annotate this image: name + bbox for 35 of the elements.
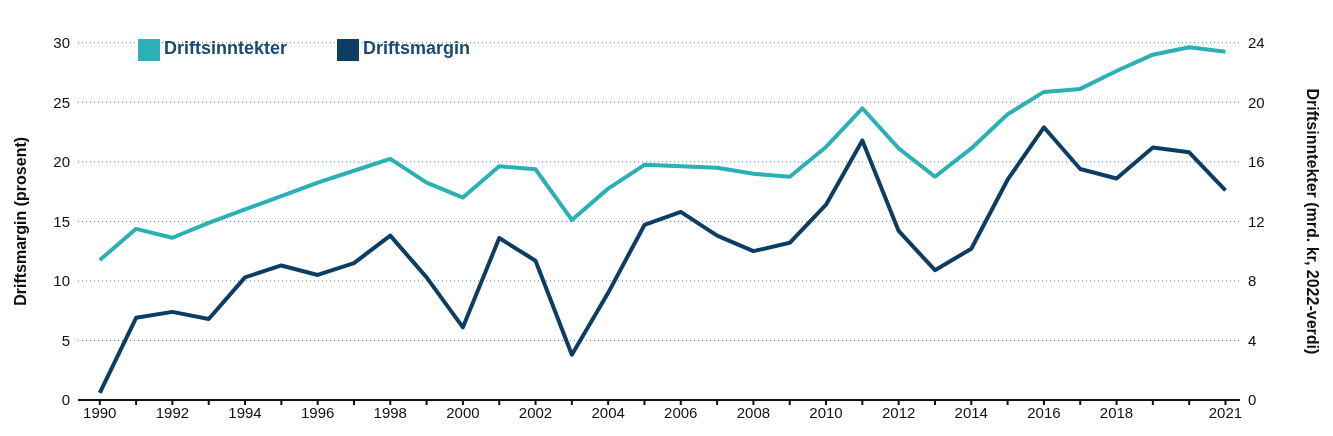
y-axis-title: Driftsmargin (prosent) <box>11 136 29 306</box>
x-tick-label: 2018 <box>1099 403 1134 421</box>
y2-tick-label: 4 <box>1248 331 1257 349</box>
x-tick-label: 2006 <box>664 403 698 421</box>
y2-tick-label: 16 <box>1248 153 1265 171</box>
x-tick-label: 2010 <box>809 403 843 421</box>
line-series <box>97 125 1228 395</box>
x-tick-label: 2021 <box>1208 403 1243 421</box>
y-tick-label: 25 <box>53 93 70 111</box>
x-tick-label: 1998 <box>373 403 407 421</box>
x-tick-label: 1994 <box>228 403 262 421</box>
y2-tick-label: 20 <box>1248 93 1265 111</box>
legend-label: Driftsmargin <box>363 38 471 58</box>
y-tick-label: 20 <box>53 153 70 171</box>
y2-tick-label: 24 <box>1248 34 1265 52</box>
x-tick-label: 2008 <box>736 403 771 421</box>
legend-label: Driftsinntekter <box>164 38 288 58</box>
y-tick-label: 10 <box>53 272 70 290</box>
x-tick-label: 2016 <box>1027 403 1061 421</box>
y-tick-label: 30 <box>53 34 70 52</box>
y2-tick-label: 8 <box>1248 272 1257 290</box>
y-tick-label: 0 <box>61 391 70 409</box>
x-tick-label: 2000 <box>446 403 480 421</box>
x-tick-label: 2004 <box>591 403 625 421</box>
y2-tick-label: 12 <box>1248 212 1265 230</box>
y-tick-label: 5 <box>61 331 70 349</box>
y2-tick-label: 0 <box>1248 391 1257 409</box>
x-tick-label: 2002 <box>518 403 553 421</box>
y-tick-label: 15 <box>53 212 70 230</box>
y2-axis-title: Driftsinntekter (mrd. kr, 2022-verdi) <box>1304 88 1322 355</box>
x-tick-label: 1996 <box>300 403 335 421</box>
x-tick-label: 1992 <box>155 403 190 421</box>
x-tick-label: 2014 <box>954 403 988 421</box>
x-tick-label: 2012 <box>881 403 916 421</box>
x-tick-label: 1990 <box>83 403 117 421</box>
